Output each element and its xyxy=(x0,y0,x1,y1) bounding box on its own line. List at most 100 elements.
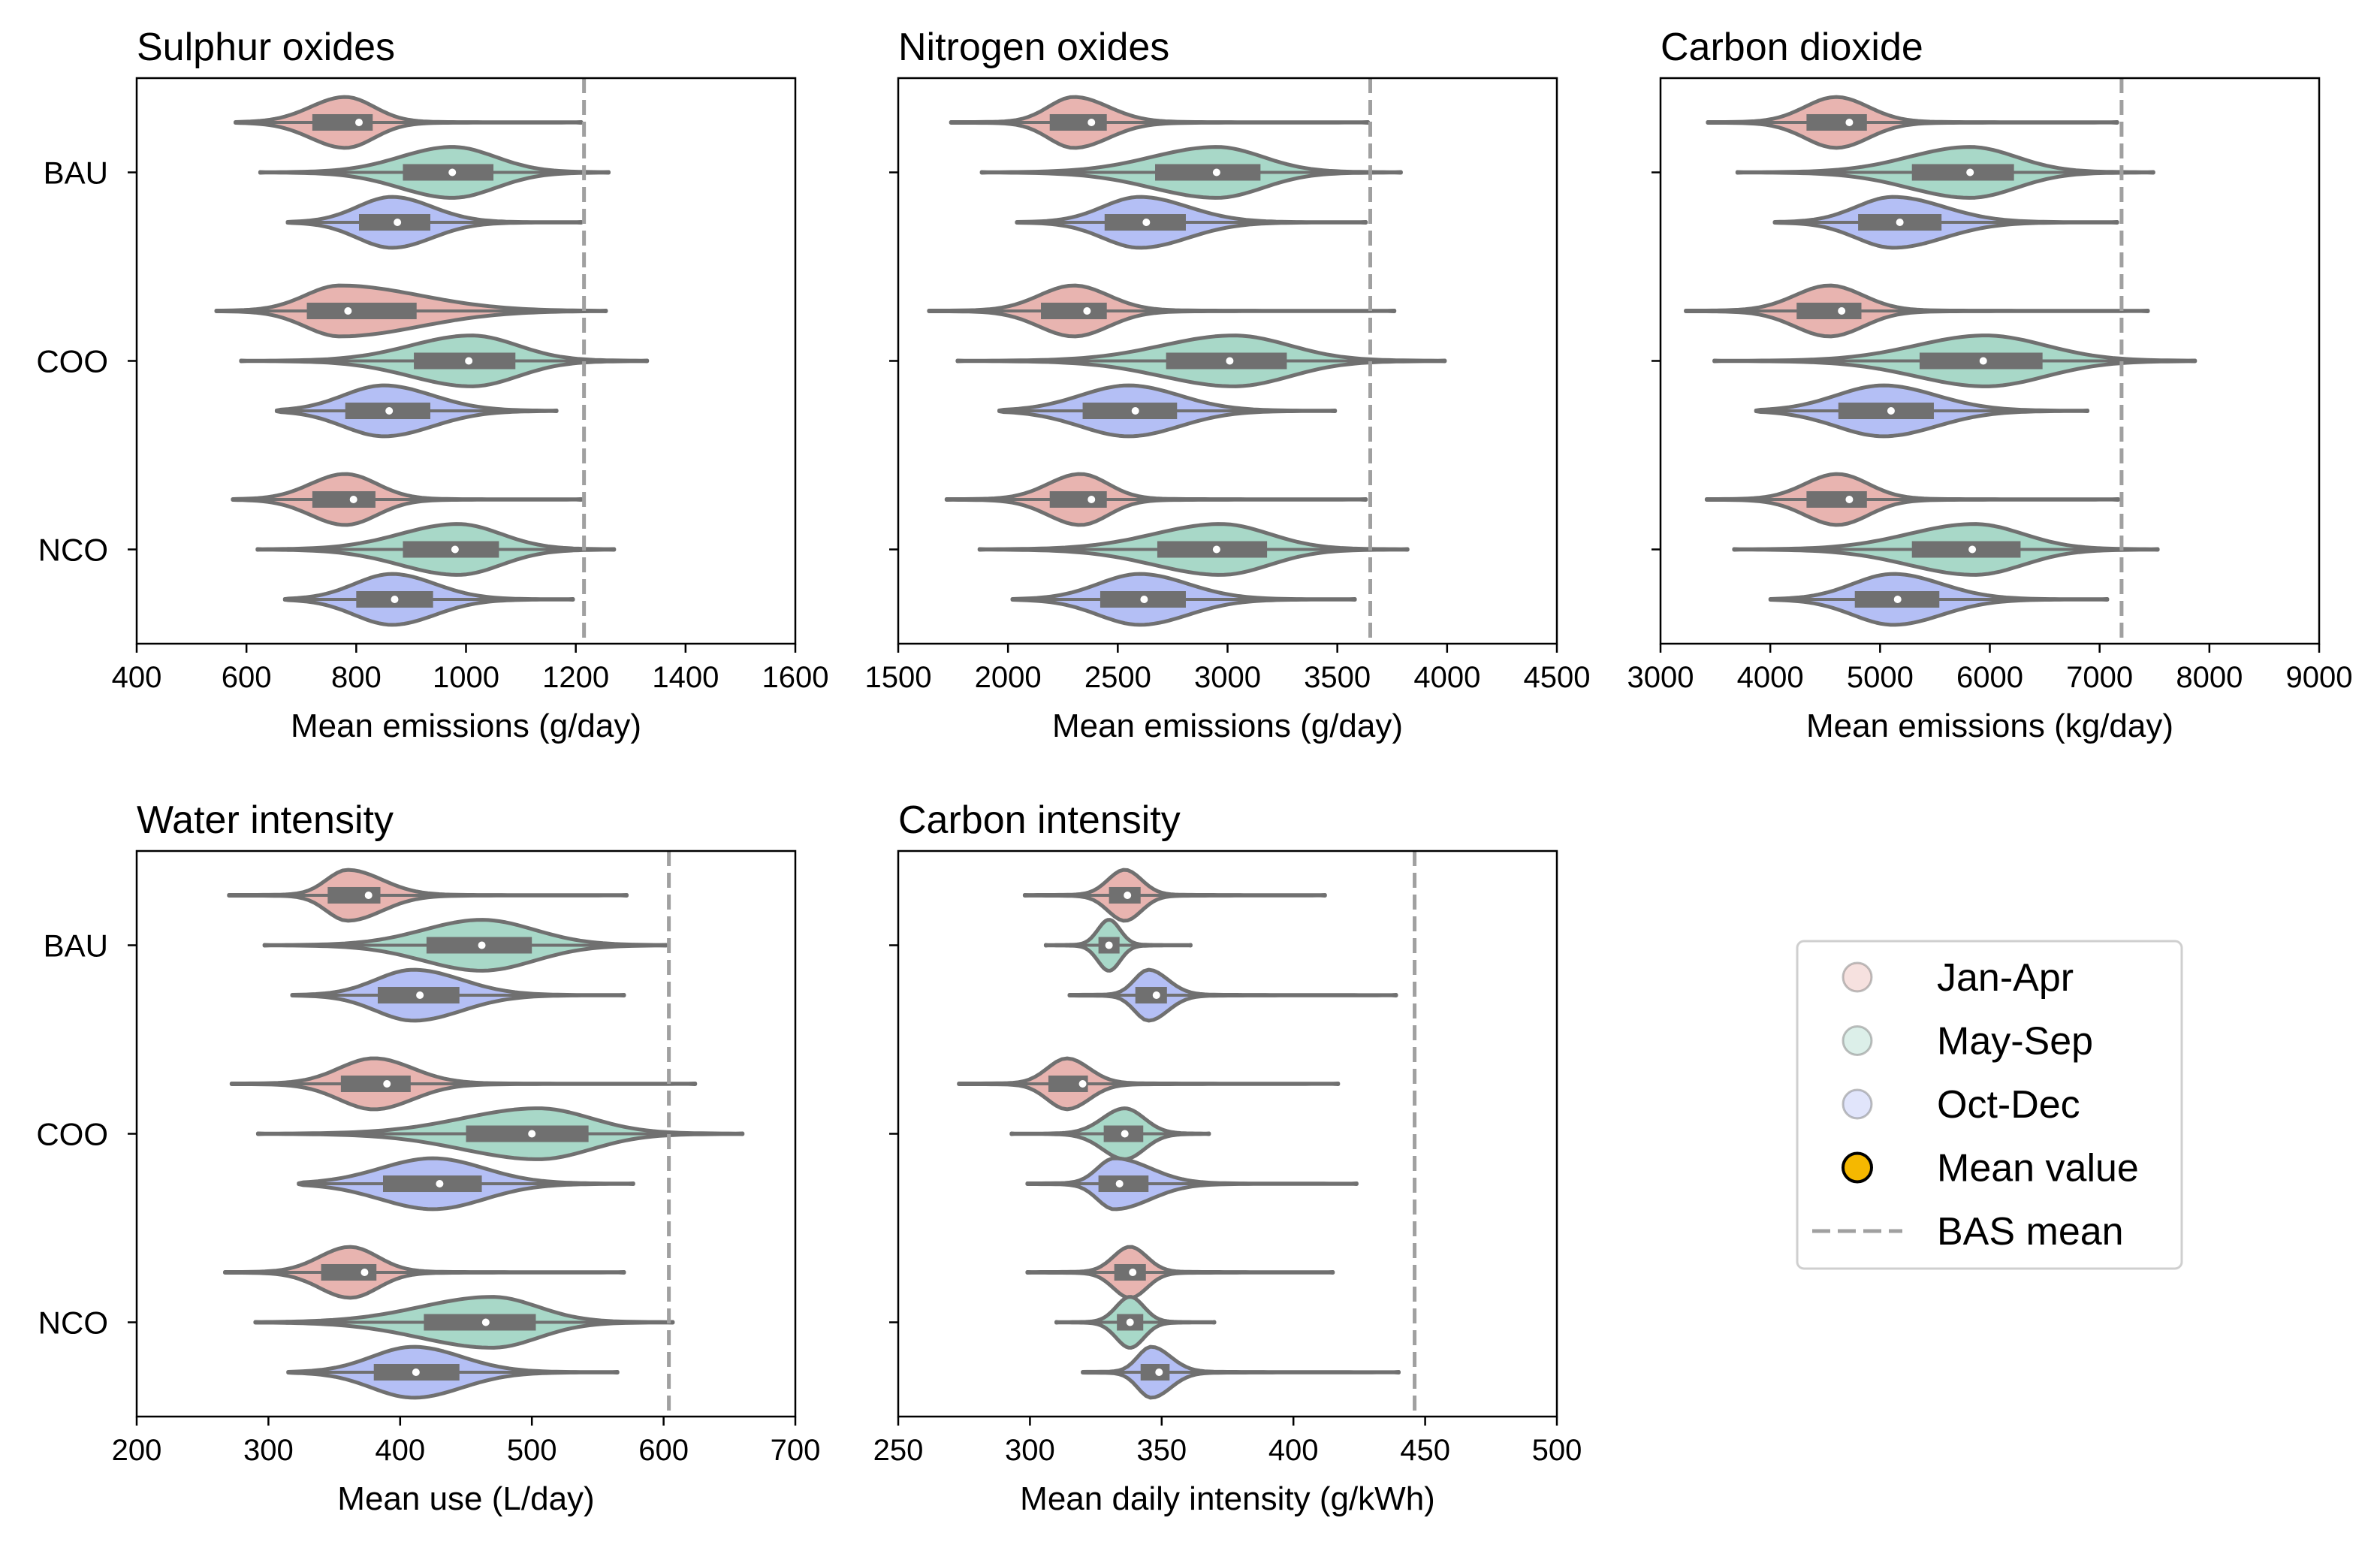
mean-marker xyxy=(344,306,352,315)
iqr-box xyxy=(1157,541,1268,558)
violin-nco-jan-apr xyxy=(1704,472,2120,527)
x-tick-label: 600 xyxy=(638,1434,689,1467)
x-tick-label: 400 xyxy=(1268,1434,1319,1467)
violins xyxy=(927,95,1447,627)
mean-marker xyxy=(383,1079,391,1088)
mean-marker xyxy=(1845,495,1854,503)
mean-marker xyxy=(1083,306,1091,315)
mean-marker xyxy=(436,1180,444,1188)
violins xyxy=(223,868,745,1400)
iqr-box xyxy=(340,1075,411,1092)
violin-nco-oct-dec xyxy=(1010,572,1357,627)
x-tick-label: 1000 xyxy=(433,661,499,694)
mean-marker xyxy=(385,407,394,415)
legend: Jan-Apr May-Sep Oct-Dec Mean value BAS mean xyxy=(1796,940,2183,1270)
legend-label: Oct-Dec xyxy=(1937,1083,2080,1127)
iqr-box xyxy=(403,164,494,181)
x-tick-label: 400 xyxy=(112,661,162,694)
mean-marker xyxy=(1896,219,1904,227)
iqr-box xyxy=(327,886,381,904)
mean-marker xyxy=(1966,168,1974,177)
mean-marker xyxy=(478,941,486,949)
x-tick-label: 250 xyxy=(873,1434,924,1467)
iqr-box xyxy=(466,1125,589,1142)
x-axis: 1500 2000 2500 3000 3500 4000 4500 xyxy=(865,644,1590,694)
x-tick-label: 1400 xyxy=(652,661,719,694)
violin-bau-may-sep xyxy=(262,918,668,973)
mean-marker xyxy=(481,1318,490,1326)
violin-bau-jan-apr xyxy=(1022,868,1327,923)
violin-bau-jan-apr xyxy=(227,868,629,923)
x-tick-label: 1600 xyxy=(762,661,829,694)
mean-marker xyxy=(412,1368,420,1377)
iqr-box xyxy=(1140,1364,1170,1381)
legend-entry-may-sep: May-Sep xyxy=(1842,1020,2093,1064)
violin-bau-may-sep xyxy=(258,145,611,200)
iqr-box xyxy=(1049,113,1107,131)
mean-marker xyxy=(1129,1268,1137,1276)
iqr-box xyxy=(1049,490,1107,508)
mean-marker xyxy=(1838,306,1846,315)
x-tick-label: 600 xyxy=(222,661,272,694)
panel-title: Carbon dioxide xyxy=(1661,26,1923,69)
iqr-box xyxy=(1796,302,1862,319)
x-tick-label: 800 xyxy=(331,661,382,694)
iqr-box xyxy=(1911,541,2021,558)
x-tick-label: 700 xyxy=(771,1434,821,1467)
mean-marker xyxy=(1087,118,1096,126)
panels: Sulphur oxides 400 600 800 1000 1200 1400 1600 M… xyxy=(36,26,2352,1517)
mean-marker xyxy=(1124,891,1132,899)
x-tick-label: 8000 xyxy=(2176,661,2243,694)
violin-nco-jan-apr xyxy=(944,472,1368,527)
iqr-box xyxy=(312,490,376,508)
y-axis: BAU COO NCO xyxy=(36,928,137,1341)
x-tick-label: 7000 xyxy=(2066,661,2133,694)
legend-marker xyxy=(1842,961,1873,993)
x-tick-label: 500 xyxy=(507,1434,557,1467)
mean-marker xyxy=(1126,1318,1134,1326)
panel-nitrogen-oxides: Nitrogen oxides 1500 2000 2500 3000 3500 4000 4… xyxy=(865,26,1591,744)
mean-marker xyxy=(1131,407,1139,415)
violin-coo-may-sep xyxy=(239,333,650,388)
violin-coo-may-sep xyxy=(1009,1106,1211,1161)
mean-marker xyxy=(1887,407,1895,415)
y-axis xyxy=(889,944,898,1323)
x-tick-label: 2500 xyxy=(1084,661,1151,694)
iqr-box xyxy=(1911,164,2014,181)
violin-coo-oct-dec xyxy=(1754,383,2090,439)
violin-nco-oct-dec xyxy=(282,572,575,627)
y-axis xyxy=(1652,171,1661,551)
x-axis: 3000 4000 5000 6000 7000 8000 9000 xyxy=(1627,644,2352,694)
mean-marker xyxy=(391,596,399,604)
violin-coo-may-sep xyxy=(1712,333,2198,388)
mean-marker xyxy=(1115,1180,1124,1188)
y-axis xyxy=(889,171,898,551)
legend-marker xyxy=(1842,1151,1873,1184)
violin-nco-may-sep xyxy=(255,522,617,577)
x-tick-label: 3500 xyxy=(1304,661,1371,694)
x-tick-label: 3000 xyxy=(1194,661,1261,694)
mean-marker xyxy=(354,118,363,126)
violin-bau-oct-dec xyxy=(290,967,626,1023)
iqr-box xyxy=(321,1263,377,1281)
violin-nco-may-sep xyxy=(253,1295,675,1350)
x-axis: 250 300 350 400 450 500 xyxy=(873,1417,1582,1467)
legend-label: BAS mean xyxy=(1937,1210,2124,1254)
x-axis-label: Mean emissions (kg/day) xyxy=(1806,708,2173,744)
iqr-box xyxy=(312,113,373,131)
x-tick-label: 4000 xyxy=(1737,661,1804,694)
mean-marker xyxy=(528,1130,536,1138)
legend-marker xyxy=(1842,1025,1873,1056)
violin-coo-may-sep xyxy=(955,333,1447,388)
legend-label: May-Sep xyxy=(1937,1020,2093,1064)
x-axis: 400 600 800 1000 1200 1400 1600 xyxy=(112,644,829,694)
mean-marker xyxy=(448,168,457,177)
y-tick-label: COO xyxy=(36,1117,108,1152)
x-axis-label: Mean use (L/day) xyxy=(337,1480,594,1517)
mean-marker xyxy=(1152,991,1160,1000)
legend-entry-jan-apr: Jan-Apr xyxy=(1842,956,2074,1000)
panel-carbon-intensity: Carbon intensity 250 300 350 400 450 500 Mean d… xyxy=(873,798,1582,1517)
iqr-box xyxy=(1048,1075,1088,1092)
